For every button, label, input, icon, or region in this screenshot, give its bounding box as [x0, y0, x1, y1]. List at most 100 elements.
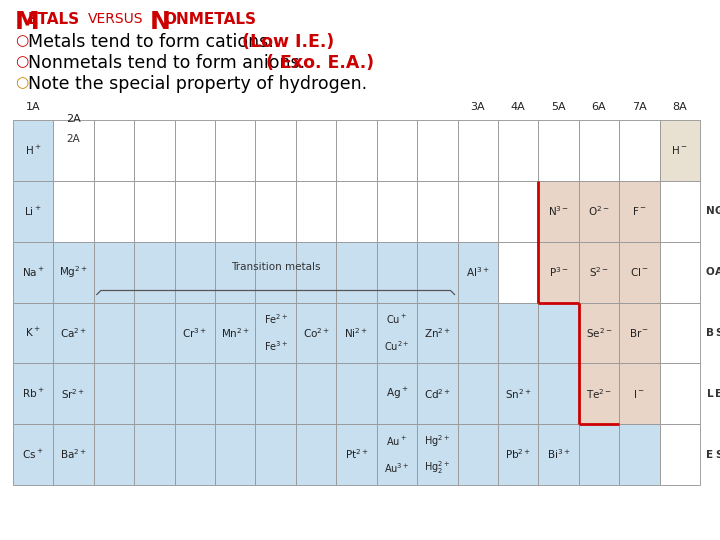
Bar — [377, 302, 417, 363]
Text: ○: ○ — [15, 54, 28, 69]
Text: Cu$^+$: Cu$^+$ — [386, 313, 408, 326]
Text: Al$^{3+}$: Al$^{3+}$ — [466, 265, 490, 279]
Bar — [53, 363, 94, 424]
Bar — [336, 242, 377, 302]
Bar — [539, 363, 579, 424]
Text: E: E — [716, 389, 720, 399]
Bar — [539, 302, 579, 363]
Bar — [457, 302, 498, 363]
Text: Te$^{2-}$: Te$^{2-}$ — [586, 387, 612, 401]
Text: Cs$^+$: Cs$^+$ — [22, 448, 44, 461]
Text: Mn$^{2+}$: Mn$^{2+}$ — [221, 326, 250, 340]
Bar — [53, 302, 94, 363]
Text: 2A: 2A — [67, 134, 81, 144]
Bar — [53, 120, 94, 181]
Bar — [539, 181, 579, 242]
Text: Au$^+$: Au$^+$ — [387, 435, 408, 448]
Text: Metals tend to form cations.: Metals tend to form cations. — [28, 33, 274, 51]
Bar — [619, 302, 660, 363]
Bar — [13, 120, 53, 181]
Bar — [579, 363, 619, 424]
Bar — [457, 242, 498, 302]
Bar — [417, 120, 457, 181]
Text: 2A: 2A — [66, 114, 81, 124]
Text: 8A: 8A — [672, 102, 687, 112]
Text: Cr$^{3+}$: Cr$^{3+}$ — [182, 326, 207, 340]
Bar — [94, 242, 134, 302]
Text: Zn$^{2+}$: Zn$^{2+}$ — [424, 326, 451, 340]
Text: ○: ○ — [15, 33, 28, 48]
Bar — [660, 363, 700, 424]
Bar — [215, 424, 256, 485]
Bar — [579, 242, 619, 302]
Text: A: A — [715, 267, 720, 277]
Bar — [13, 363, 53, 424]
Bar — [13, 424, 53, 485]
Bar — [377, 242, 417, 302]
Text: S$^{2-}$: S$^{2-}$ — [589, 265, 609, 279]
Text: Cu$^{2+}$: Cu$^{2+}$ — [384, 340, 410, 353]
Text: I$^-$: I$^-$ — [634, 388, 645, 400]
Text: 3A: 3A — [470, 102, 485, 112]
Bar — [94, 302, 134, 363]
Text: P$^{3-}$: P$^{3-}$ — [549, 265, 568, 279]
Text: G: G — [715, 206, 720, 216]
Bar — [215, 120, 256, 181]
Text: Li$^+$: Li$^+$ — [24, 205, 42, 218]
Text: Co$^{2+}$: Co$^{2+}$ — [302, 326, 330, 340]
Bar — [256, 302, 296, 363]
Bar — [457, 363, 498, 424]
Text: Na$^+$: Na$^+$ — [22, 266, 45, 279]
Text: Ni$^{2+}$: Ni$^{2+}$ — [344, 326, 369, 340]
Bar — [175, 424, 215, 485]
Text: 5A: 5A — [552, 102, 566, 112]
Bar — [175, 242, 215, 302]
Bar — [134, 424, 175, 485]
Bar — [13, 302, 53, 363]
Text: 6A: 6A — [592, 102, 606, 112]
Bar — [619, 120, 660, 181]
Bar — [94, 120, 134, 181]
Bar — [660, 424, 700, 485]
Bar — [498, 302, 539, 363]
Bar — [215, 181, 256, 242]
Bar — [94, 363, 134, 424]
Bar — [256, 120, 296, 181]
Text: M: M — [15, 10, 40, 34]
Text: Bi$^{3+}$: Bi$^{3+}$ — [546, 448, 570, 462]
Text: Br$^-$: Br$^-$ — [629, 327, 649, 339]
Bar — [498, 363, 539, 424]
Bar — [53, 424, 94, 485]
Text: ( Exo. E.A.): ( Exo. E.A.) — [260, 54, 374, 72]
Text: Ba$^{2+}$: Ba$^{2+}$ — [60, 448, 87, 462]
Bar — [175, 120, 215, 181]
Bar — [579, 302, 619, 363]
Bar — [134, 242, 175, 302]
Bar — [336, 302, 377, 363]
Bar — [377, 181, 417, 242]
Text: Sn$^{2+}$: Sn$^{2+}$ — [505, 387, 531, 401]
Bar — [619, 181, 660, 242]
Text: ONMETALS: ONMETALS — [163, 12, 256, 27]
Bar — [539, 242, 579, 302]
Bar — [94, 181, 134, 242]
Bar — [660, 302, 700, 363]
Text: N$^{3-}$: N$^{3-}$ — [548, 204, 569, 218]
Text: (Low I.E.): (Low I.E.) — [236, 33, 334, 51]
Bar — [498, 424, 539, 485]
Text: H$^+$: H$^+$ — [25, 144, 42, 157]
Text: H$^-$: H$^-$ — [672, 144, 688, 157]
Bar — [417, 424, 457, 485]
Bar — [457, 120, 498, 181]
Bar — [579, 120, 619, 181]
Bar — [175, 181, 215, 242]
Text: N: N — [706, 206, 714, 216]
Text: K$^+$: K$^+$ — [25, 326, 41, 340]
Bar — [175, 302, 215, 363]
Text: Note the special property of hydrogen.: Note the special property of hydrogen. — [28, 75, 367, 93]
Text: Ca$^{2+}$: Ca$^{2+}$ — [60, 326, 87, 340]
Bar — [215, 302, 256, 363]
Bar — [619, 242, 660, 302]
Text: O$^{2-}$: O$^{2-}$ — [588, 204, 610, 218]
Bar — [296, 302, 336, 363]
